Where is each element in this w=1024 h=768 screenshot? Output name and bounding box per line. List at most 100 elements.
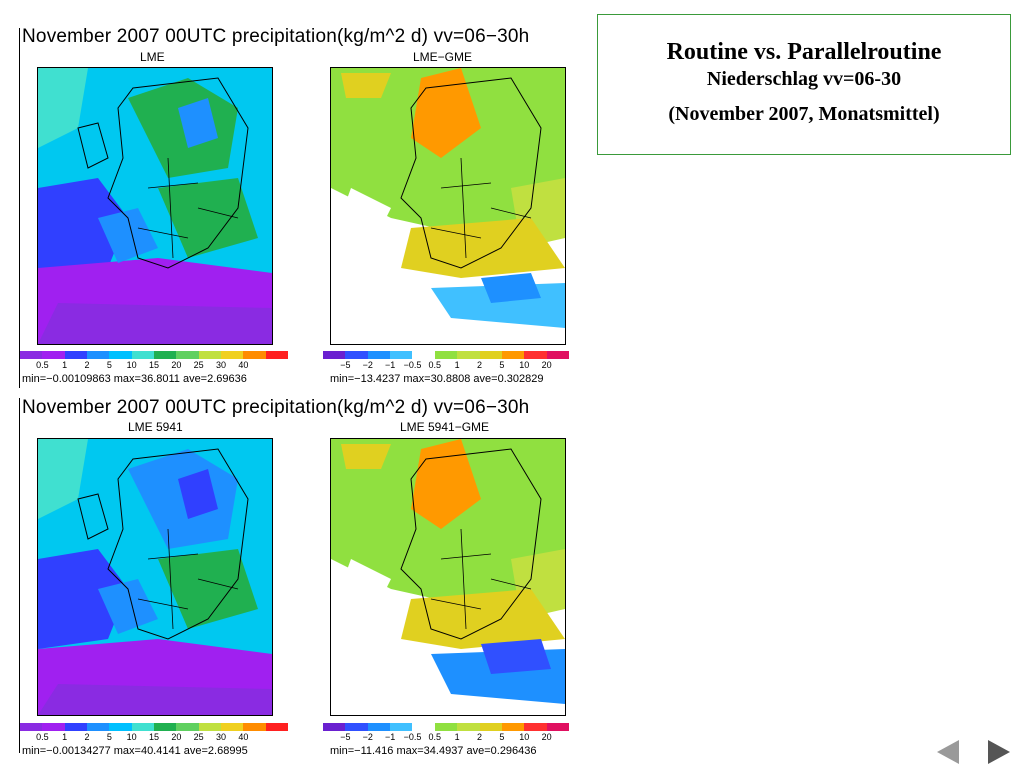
colorbar-segment	[390, 723, 413, 731]
colorbar-segment	[457, 723, 480, 731]
colorbar-tick-label: 10	[519, 732, 530, 742]
colorbar-segment	[265, 723, 288, 731]
colorbar-segment	[153, 351, 177, 359]
next-slide-icon[interactable]	[988, 740, 1010, 764]
slide-title-box: Routine vs. Parallelroutine Niederschlag…	[597, 14, 1011, 155]
colorbar-segment	[501, 723, 525, 731]
slide-subtitle: Niederschlag vv=06-30	[706, 68, 902, 90]
panel2-left-map-label: LME 5941	[128, 420, 183, 434]
colorbar-tick-label: 15	[148, 360, 160, 370]
colorbar-tick-label: 40	[238, 360, 249, 370]
colorbar-tick-label: 30	[215, 360, 227, 370]
colorbar-tick-label: 5	[106, 732, 112, 742]
colorbar-segment	[367, 723, 391, 731]
colorbar-segment	[501, 351, 525, 359]
panel1-left-colorbar	[20, 351, 288, 359]
colorbar-segment	[479, 723, 502, 731]
panel1-right-colorbar	[323, 351, 569, 359]
colorbar-tick-label: −2	[362, 360, 373, 370]
colorbar-segment	[479, 351, 502, 359]
panel2-lme5941-precip-map	[37, 438, 273, 716]
colorbar-segment	[86, 723, 110, 731]
colorbar-tick-label: 2	[477, 360, 483, 370]
slide-title: Routine vs. Parallelroutine	[666, 39, 942, 65]
colorbar-segment	[64, 351, 87, 359]
panel2-right-stats: min=−11.416 max=34.4937 ave=0.296436	[330, 745, 537, 757]
colorbar-tick-label: 20	[541, 360, 552, 370]
colorbar-segment	[345, 723, 368, 731]
panel2-left-stats: min=−0.00134277 max=40.4141 ave=2.68995	[22, 745, 248, 757]
colorbar-tick-label: −5	[340, 360, 351, 370]
colorbar-segment	[412, 723, 435, 731]
colorbar-segment	[42, 723, 65, 731]
colorbar-segment	[390, 351, 413, 359]
slide-period: (November 2007, Monatsmittel)	[668, 103, 940, 125]
colorbar-tick-label: 20	[541, 732, 552, 742]
colorbar-segment	[243, 723, 266, 731]
colorbar-segment	[220, 723, 244, 731]
colorbar-tick-label: 25	[193, 360, 204, 370]
colorbar-tick-label: 1	[454, 360, 460, 370]
panel1-title: November 2007 00UTC precipitation(kg/m^2…	[22, 26, 530, 47]
colorbar-segment	[109, 723, 132, 731]
colorbar-segment	[198, 351, 221, 359]
colorbar-segment	[64, 723, 87, 731]
colorbar-tick-label: 25	[193, 732, 204, 742]
panel1-right-map-label: LME−GME	[413, 50, 473, 64]
colorbar-tick-label: 0.5	[36, 732, 49, 742]
colorbar-tick-label: −0.5	[403, 360, 422, 370]
colorbar-tick-label: 15	[148, 732, 160, 742]
colorbar-segment	[323, 351, 346, 359]
panel2-lme5941-minus-gme-map	[330, 438, 566, 716]
colorbar-tick-label: −5	[340, 732, 351, 742]
colorbar-segment	[109, 351, 132, 359]
colorbar-segment	[367, 351, 391, 359]
colorbar-segment	[131, 723, 154, 731]
colorbar-segment	[323, 723, 346, 731]
colorbar-segment	[457, 351, 480, 359]
colorbar-segment	[412, 351, 435, 359]
colorbar-segment	[198, 723, 221, 731]
left-rule-bottom	[19, 398, 20, 753]
colorbar-segment	[345, 351, 368, 359]
colorbar-segment	[434, 723, 458, 731]
colorbar-tick-label: 20	[171, 360, 182, 370]
left-rule-top	[19, 28, 20, 388]
panel1-lme-precip-map	[37, 67, 273, 345]
colorbar-segment	[153, 723, 177, 731]
colorbar-segment	[243, 351, 266, 359]
colorbar-segment	[131, 351, 154, 359]
colorbar-tick-label: 10	[126, 732, 137, 742]
colorbar-segment	[524, 351, 547, 359]
colorbar-tick-label: 2	[477, 732, 483, 742]
colorbar-tick-label: 0.5	[428, 360, 442, 370]
previous-slide-icon[interactable]	[937, 740, 959, 764]
panel1-lme-minus-gme-map	[330, 67, 566, 345]
panel1-left-stats: min=−0.00109863 max=36.8011 ave=2.69636	[22, 373, 247, 385]
colorbar-tick-label: 20	[171, 732, 182, 742]
colorbar-tick-label: 1	[62, 360, 68, 370]
colorbar-segment	[20, 723, 43, 731]
panel2-right-map-label: LME 5941−GME	[400, 420, 490, 434]
colorbar-segment	[265, 351, 288, 359]
colorbar-tick-label: −1	[384, 732, 396, 742]
panel2-left-colorbar	[20, 723, 288, 731]
colorbar-segment	[20, 351, 43, 359]
colorbar-tick-label: −1	[384, 360, 396, 370]
colorbar-tick-label: 5	[499, 732, 505, 742]
colorbar-tick-label: 1	[62, 732, 68, 742]
panel1-left-map-label: LME	[140, 50, 165, 64]
colorbar-tick-label: −0.5	[403, 732, 422, 742]
colorbar-tick-label: 2	[84, 732, 90, 742]
colorbar-tick-label: 30	[215, 732, 227, 742]
panel2-title: November 2007 00UTC precipitation(kg/m^2…	[22, 397, 530, 418]
colorbar-tick-label: −2	[362, 732, 373, 742]
colorbar-segment	[434, 351, 458, 359]
colorbar-tick-label: 1	[454, 732, 460, 742]
colorbar-segment	[524, 723, 547, 731]
colorbar-segment	[176, 723, 199, 731]
panel1-right-stats: min=−13.4237 max=30.8808 ave=0.302829	[330, 373, 544, 385]
colorbar-tick-label: 40	[238, 732, 249, 742]
colorbar-tick-label: 0.5	[36, 360, 49, 370]
colorbar-segment	[546, 723, 569, 731]
